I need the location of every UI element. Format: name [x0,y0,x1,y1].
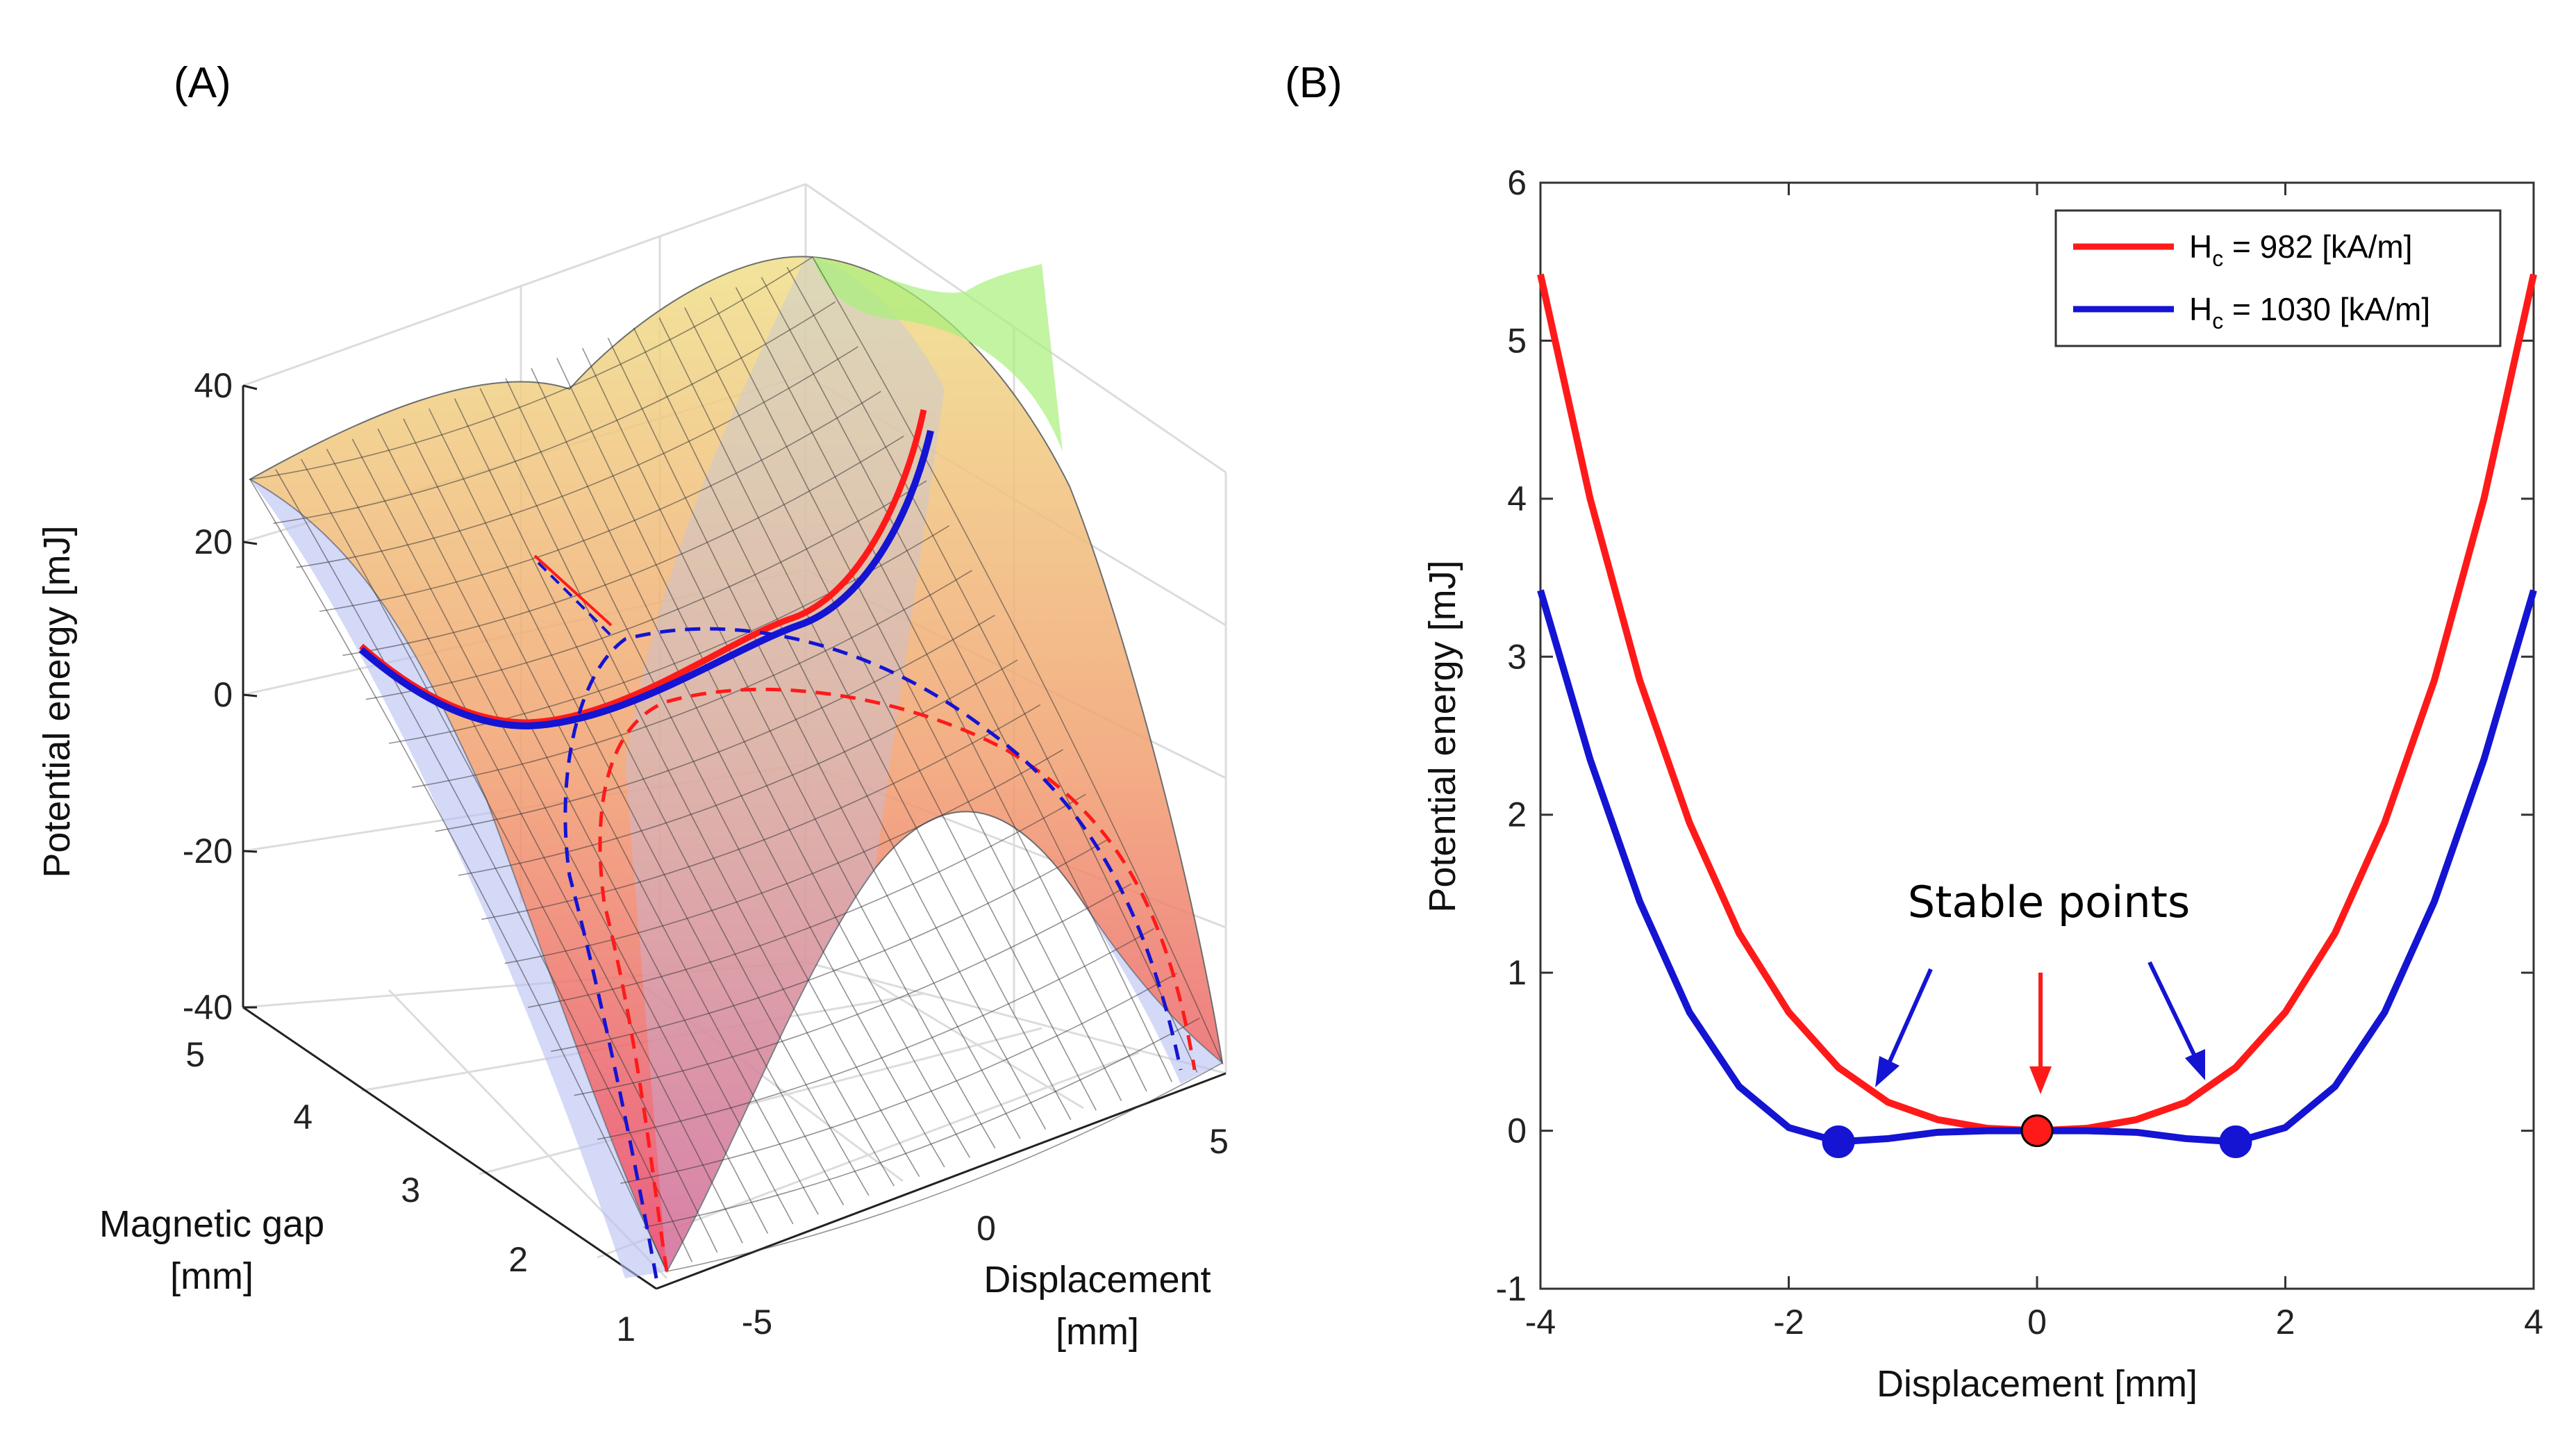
y-axis-label-line2: [mm] [170,1255,254,1297]
mesh-line-u [435,614,995,832]
legend-red-label: Hc = 982 [kA/m] [2189,229,2413,271]
mesh-line-u [643,1017,1200,1228]
mesh-line-v [377,428,794,1225]
mesh-line-u [666,1062,1223,1272]
stable-point-2 [2219,1125,2252,1158]
mesh-line-v [556,358,971,1158]
z-axis-label: Potential energy [mJ] [36,525,78,877]
z-tick-3: -20 [183,832,233,870]
mesh-line-u [249,256,813,480]
mesh-line-v [454,398,870,1196]
y-tick-3: 2 [508,1240,528,1279]
mesh-line-u [273,301,836,525]
panel-a-label: (A) [174,59,231,107]
b-y-tick-label: 3 [1507,637,1527,676]
b-x-tick-label: 0 [2027,1303,2047,1342]
b-y-tick-label: 6 [1507,163,1527,202]
mesh-line-u [296,346,858,568]
mesh-line-u [481,704,1041,921]
mesh-line-v [326,448,743,1244]
mesh-line-v [812,256,1223,1064]
mesh-line-v [761,277,1172,1082]
mesh-line-v [429,408,845,1205]
mesh-line-v [300,459,718,1253]
mesh-line-u [574,883,1132,1096]
y-tick-0: 5 [185,1035,205,1074]
x-axis-label-line2: [mm] [1056,1311,1139,1353]
mesh-line-v [275,469,693,1262]
blue-dashed-curve [563,627,1183,1279]
annotation-arrows [1875,961,2205,1094]
panel-b-label: (B) [1285,59,1343,107]
z-tick-1: 20 [194,522,233,561]
b-x-axis-label: Displacement [mm] [1877,1363,2197,1405]
stable-point-0 [1822,1125,1855,1158]
x-tick-2: 5 [1209,1122,1229,1161]
y-tick-2: 3 [401,1171,420,1210]
y-tick-1: 4 [293,1098,313,1137]
mesh-line-u [504,749,1063,964]
mesh-line-u [319,390,881,612]
legend-blue-label: Hc = 1030 [kA/m] [2189,291,2430,333]
mesh-line-u [458,659,1018,876]
b-y-tick-label: -1 [1496,1269,1527,1308]
b-x-tick-label: -4 [1525,1303,1556,1342]
b-x-tick-label: 4 [2524,1303,2543,1342]
panel-b-ticks: -4 -2 0 2 4 -1 0 1 2 3 4 5 6 [1496,163,2543,1342]
mesh-line-u [412,570,972,789]
z-tick-labels: 40 20 0 -20 -40 [183,366,233,1027]
mesh-line-u [342,436,904,657]
mesh-line-v [249,479,667,1272]
legend: Hc = 982 [kA/m] Hc = 1030 [kA/m] [2054,209,2502,347]
mesh-line-v [658,317,1072,1121]
mesh-line-v [581,347,996,1149]
panel-b-line-chart: (B) -4 -2 0 2 4 -1 0 1 2 3 4 5 6 Displacement [mm] P… [1285,59,2543,1405]
b-y-tick-label: 1 [1507,953,1527,992]
b-y-tick-label: 5 [1507,321,1527,360]
mesh-line-v [786,267,1198,1073]
stable-points-annotation: Stable points [1908,877,2191,927]
panel-a-3d-surface: (A) [36,59,1229,1353]
b-x-tick-label: -2 [1773,1303,1804,1342]
b-y-tick-label: 4 [1507,479,1527,518]
x-axis-label-line1: Displacement [983,1259,1211,1301]
mesh-line-v [684,307,1097,1111]
z-tick-0: 40 [194,366,233,405]
blue-section-curve [358,429,934,730]
plot-area [1539,181,2535,1290]
mesh-line-v [505,378,920,1178]
mesh-line-v [735,287,1147,1092]
x-tick-1: 0 [977,1209,996,1248]
y-tick-labels: 5 4 3 2 1 [185,1035,635,1348]
x-tick-0: -5 [742,1303,772,1342]
mesh-line-v [607,338,1021,1139]
mesh-line-v [531,368,945,1168]
red-dashed-curve [598,687,1197,1272]
potential-surface [248,256,1224,1278]
mesh-line-u [527,793,1086,1008]
red-ridge-dash [533,554,613,627]
mesh-line-u [365,480,927,700]
z-tick-2: 0 [213,675,233,714]
surface-mesh [249,256,1223,1272]
b-x-tick-label: 2 [2276,1303,2295,1342]
y-tick-4: 1 [616,1310,635,1348]
z-tick-4: -40 [183,988,233,1027]
stable-point-1 [2020,1114,2054,1148]
mesh-line-v [403,418,819,1215]
mesh-line-u [620,973,1177,1185]
mesh-line-v [710,297,1122,1101]
y-axis-label-line1: Magnetic gap [99,1203,324,1245]
mesh-line-v [479,388,895,1187]
b-y-tick-label: 2 [1507,795,1527,834]
mesh-line-v [351,438,769,1234]
b-y-axis-label: Potential energy [mJ] [1422,560,1463,912]
mesh-line-v [633,327,1047,1130]
mesh-line-u [597,927,1155,1140]
x-tick-labels: -5 0 5 [742,1122,1229,1342]
panel-b-stable-points [1822,1114,2252,1158]
b-y-tick-label: 0 [1507,1112,1527,1150]
